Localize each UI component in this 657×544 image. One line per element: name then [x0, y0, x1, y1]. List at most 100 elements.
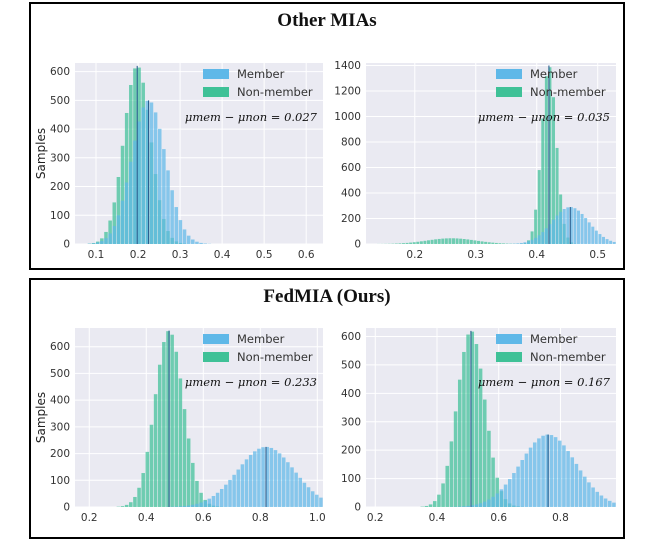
histogram-bar	[182, 409, 187, 507]
histogram-bar	[402, 243, 405, 244]
histogram-bar	[100, 240, 104, 244]
histogram-bar	[424, 505, 429, 507]
histogram-bar	[162, 149, 166, 244]
y-tick-label: 800	[341, 137, 361, 149]
histogram-bar	[537, 170, 541, 244]
legend-label: Non-member	[237, 85, 313, 99]
histogram-bar	[145, 451, 150, 507]
histogram-bar	[153, 394, 158, 507]
histogram-bar	[470, 505, 475, 507]
histogram-bar	[466, 239, 470, 244]
x-tick-label: 0.4	[429, 512, 446, 524]
histogram-bar	[566, 207, 570, 244]
y-tick-label: 100	[50, 475, 70, 487]
histogram-bar	[603, 498, 608, 507]
histogram-bar	[166, 170, 170, 244]
histogram-bar	[290, 467, 294, 507]
histogram-bar	[153, 112, 158, 244]
histogram-bar	[578, 470, 583, 507]
histogram-bar	[149, 102, 154, 244]
histogram-bar	[182, 505, 187, 507]
histogram-bar	[599, 495, 604, 507]
histogram-bar	[224, 484, 228, 507]
histogram-bar	[133, 496, 137, 507]
histogram-bar	[530, 231, 534, 244]
y-tick-label: 400	[50, 124, 70, 136]
histogram-bar	[137, 487, 141, 507]
histogram-bar	[534, 237, 538, 244]
x-tick-label: 0.6	[195, 512, 212, 524]
histogram-bar	[541, 232, 545, 244]
histogram-bar	[236, 469, 241, 507]
histogram-bar	[552, 219, 555, 244]
histogram-bar	[199, 242, 203, 244]
histogram-bar	[574, 463, 579, 507]
y-tick-label: 0	[354, 239, 361, 251]
histogram-bar	[555, 147, 559, 244]
y-tick-label: 1400	[334, 60, 361, 72]
histogram-bar	[477, 240, 480, 244]
y-tick-label: 200	[341, 213, 361, 225]
histogram-bar	[559, 211, 563, 244]
histogram-bar	[516, 243, 520, 244]
histogram-bar	[157, 364, 162, 507]
histogram-bar	[195, 241, 199, 244]
legend-swatch	[203, 334, 229, 344]
histogram-bar	[191, 462, 195, 507]
mean-difference-annotation: μmem − μnon = 0.167	[478, 375, 611, 389]
histogram-bar	[455, 238, 459, 244]
histogram-bar	[265, 446, 269, 507]
histogram-bar	[459, 238, 463, 244]
y-tick-label: 600	[50, 341, 70, 353]
histogram-bar	[607, 500, 612, 507]
histogram-bar	[587, 482, 591, 507]
y-tick-label: 200	[50, 181, 70, 193]
histogram-bar	[519, 242, 523, 244]
y-tick-label: 300	[50, 421, 70, 433]
histogram-bar	[594, 230, 598, 244]
histogram-bar	[170, 334, 174, 507]
histogram-bar	[530, 239, 534, 244]
histogram-bar	[186, 235, 191, 244]
legend-swatch	[496, 352, 522, 362]
histogram-bar	[462, 506, 466, 507]
histogram-bar	[253, 451, 257, 507]
x-tick-label: 1.0	[309, 512, 326, 524]
histogram-bar	[232, 474, 236, 507]
histogram-bar	[178, 378, 183, 507]
histogram-bar	[470, 331, 475, 507]
histogram-bar	[527, 241, 530, 244]
y-tick-label: 1000	[334, 111, 361, 123]
histogram-bar	[437, 494, 441, 507]
chart-bottom-right: 0 100 200 300 400 500 600 0.2 0.4 0.6 0.8 Member Non…	[341, 328, 616, 524]
histogram-bar	[186, 438, 191, 507]
histogram-bar	[487, 242, 491, 244]
histogram-bar	[570, 457, 575, 507]
panel-title: FedMIA (Ours)	[263, 286, 391, 307]
y-tick-label: 1200	[334, 86, 361, 98]
histogram-bar	[448, 238, 452, 244]
histogram-bar	[595, 491, 600, 507]
x-tick-label: 0.6	[298, 249, 315, 261]
panel-title: Other MIAs	[277, 10, 377, 31]
y-tick-label: 0	[63, 502, 70, 514]
x-tick-label: 0.5	[256, 249, 273, 261]
histogram-bar	[577, 210, 580, 244]
histogram-bar	[478, 503, 483, 507]
histogram-bar	[457, 379, 462, 507]
histogram-bar	[423, 240, 427, 244]
histogram-bar	[474, 504, 479, 507]
histogram-bar	[562, 445, 566, 507]
histogram-bar	[524, 453, 529, 507]
legend-swatch	[496, 334, 522, 344]
x-tick-label: 0.2	[81, 512, 98, 524]
histogram-bar	[257, 448, 261, 507]
histogram-bar	[273, 450, 278, 507]
histogram-bar	[591, 226, 595, 244]
histogram-bar	[286, 462, 290, 507]
histogram-bar	[544, 228, 548, 244]
histogram-bar	[503, 484, 508, 507]
plot-background	[366, 328, 616, 507]
legend-swatch	[496, 87, 522, 97]
y-tick-label: 400	[50, 395, 70, 407]
